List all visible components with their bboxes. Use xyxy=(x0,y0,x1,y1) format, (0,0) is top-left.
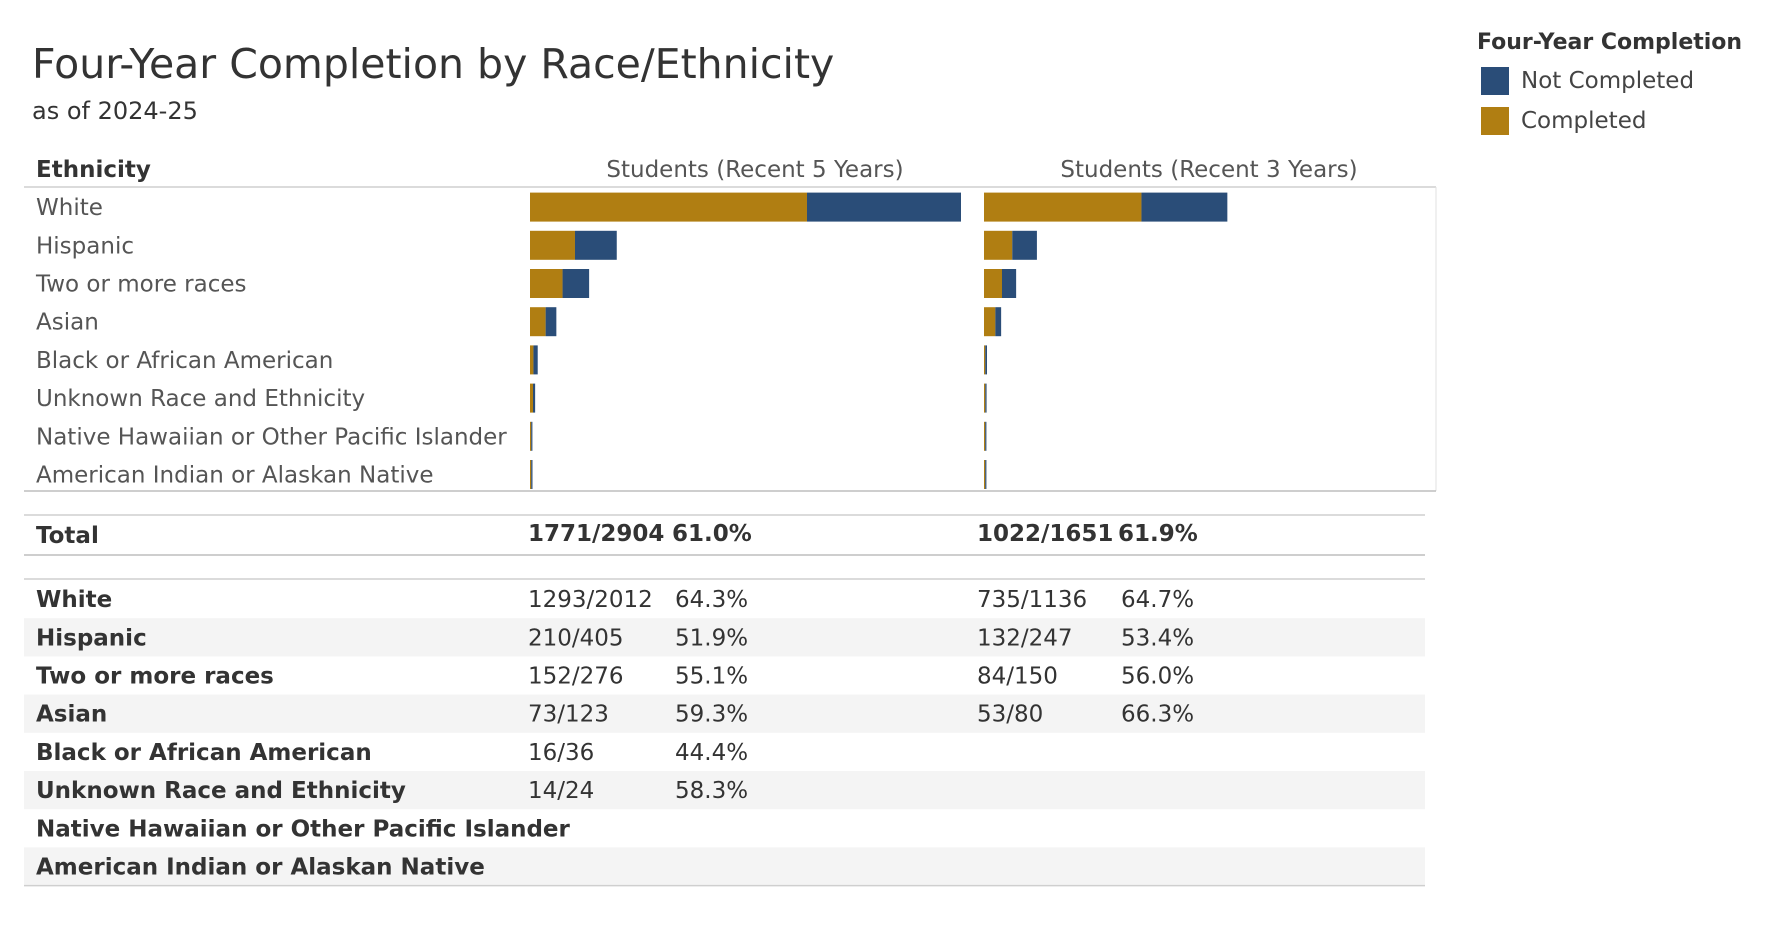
legend-label-completed: Completed xyxy=(1521,108,1647,134)
total-3yr-ratio: 1022/1651 xyxy=(977,521,1113,547)
table-5yr-ratio-hispanic: 210/405 xyxy=(528,625,624,651)
bar-3yr-asian-not-completed xyxy=(995,307,1002,337)
table-5yr-ratio-two-or-more-races: 152/276 xyxy=(528,664,624,690)
chart-title: Four-Year Completion by Race/Ethnicity xyxy=(32,40,835,88)
table-5yr-pct-black-or-african-american: 44.4% xyxy=(675,740,748,766)
legend-swatch-not-completed xyxy=(1481,67,1509,95)
table-3yr-ratio-white: 735/1136 xyxy=(977,587,1087,613)
table-row-label-black-or-african-american: Black or African American xyxy=(36,740,372,766)
total-5yr-ratio: 1771/2904 xyxy=(528,521,664,547)
table-row-label-unknown-race-and-ethnicity: Unknown Race and Ethnicity xyxy=(36,778,406,804)
bar-5yr-white-completed xyxy=(530,192,807,222)
table-row-band-unknown-race-and-ethnicity xyxy=(24,771,1425,810)
table-5yr-ratio-white: 1293/2012 xyxy=(528,587,653,613)
table-5yr-pct-two-or-more-races: 55.1% xyxy=(675,664,748,690)
row-label-two-or-more-races: Two or more races xyxy=(35,272,247,298)
table-row-band-hispanic xyxy=(24,618,1425,657)
bar-5yr-asian-completed xyxy=(530,307,546,337)
row-label-black-or-african-american: Black or African American xyxy=(36,348,333,374)
row-label-unknown-race-and-ethnicity: Unknown Race and Ethnicity xyxy=(36,386,365,412)
panel-header-5yr: Students (Recent 5 Years) xyxy=(606,157,903,183)
bar-3yr-white-not-completed xyxy=(1141,192,1228,222)
bar-5yr-unknown-race-and-ethnicity-completed xyxy=(530,383,533,413)
table-3yr-ratio-hispanic: 132/247 xyxy=(977,625,1073,651)
bar-5yr-american-indian-or-alaskan-native-completed xyxy=(530,460,532,489)
bar-5yr-hispanic-not-completed xyxy=(574,230,617,260)
bar-3yr-asian-completed xyxy=(984,307,996,337)
table-3yr-ratio-two-or-more-races: 84/150 xyxy=(977,664,1058,690)
bar-5yr-white-not-completed xyxy=(806,192,961,222)
table-row-label-american-indian-or-alaskan-native: American Indian or Alaskan Native xyxy=(36,855,485,881)
table-row-label-native-hawaiian-or-other-pacific-islander: Native Hawaiian or Other Pacific Islande… xyxy=(36,816,571,842)
bar-3yr-unknown-race-and-ethnicity-not-completed xyxy=(985,383,987,413)
bar-5yr-american-indian-or-alaskan-native-not-completed xyxy=(531,460,533,489)
table-3yr-pct-two-or-more-races: 56.0% xyxy=(1121,664,1194,690)
bar-5yr-black-or-african-american-not-completed xyxy=(533,345,538,375)
table-row-label-two-or-more-races: Two or more races xyxy=(36,664,274,690)
bar-3yr-hispanic-not-completed xyxy=(1012,230,1037,260)
bar-3yr-hispanic-completed xyxy=(984,230,1013,260)
chart-subtitle: as of 2024-25 xyxy=(32,97,198,125)
total-5yr-pct: 61.0% xyxy=(672,521,752,547)
legend-title: Four-Year Completion xyxy=(1477,30,1743,55)
bar-3yr-native-hawaiian-or-other-pacific-islander-not-completed xyxy=(985,421,987,451)
bar-3yr-two-or-more-races-completed xyxy=(984,269,1002,298)
bar-5yr-native-hawaiian-or-other-pacific-islander-not-completed xyxy=(531,421,533,451)
table-5yr-pct-asian: 59.3% xyxy=(675,702,748,728)
legend-item-not-completed[interactable]: Not Completed xyxy=(1477,61,1742,101)
table-5yr-ratio-black-or-african-american: 16/36 xyxy=(528,740,594,766)
bar-3yr-native-hawaiian-or-other-pacific-islander-completed xyxy=(984,421,986,451)
table-5yr-pct-white: 64.3% xyxy=(675,587,748,613)
table-row-label-white: White xyxy=(36,587,112,613)
legend-label-not-completed: Not Completed xyxy=(1521,68,1695,94)
legend-item-completed[interactable]: Completed xyxy=(1477,101,1742,141)
bar-5yr-black-or-african-american-completed xyxy=(530,345,534,375)
row-label-american-indian-or-alaskan-native: American Indian or Alaskan Native xyxy=(36,463,434,489)
row-label-asian: Asian xyxy=(36,310,99,336)
table-row-band-american-indian-or-alaskan-native xyxy=(24,847,1425,886)
total-label: Total xyxy=(36,523,99,549)
table-5yr-pct-unknown-race-and-ethnicity: 58.3% xyxy=(675,778,748,804)
table-3yr-pct-asian: 66.3% xyxy=(1121,702,1194,728)
bar-5yr-hispanic-completed xyxy=(530,230,575,260)
bar-3yr-american-indian-or-alaskan-native-not-completed xyxy=(985,460,987,489)
bar-5yr-unknown-race-and-ethnicity-not-completed xyxy=(532,383,536,413)
bar-3yr-white-completed xyxy=(984,192,1142,222)
total-3yr-pct: 61.9% xyxy=(1118,521,1198,547)
bar-5yr-native-hawaiian-or-other-pacific-islander-completed xyxy=(530,421,532,451)
bar-5yr-two-or-more-races-completed xyxy=(530,269,563,298)
row-label-hispanic: Hispanic xyxy=(36,233,134,259)
table-3yr-pct-hispanic: 53.4% xyxy=(1121,625,1194,651)
bar-3yr-american-indian-or-alaskan-native-completed xyxy=(984,460,986,489)
table-row-label-hispanic: Hispanic xyxy=(36,625,147,651)
panel-header-3yr: Students (Recent 3 Years) xyxy=(1060,157,1357,183)
bar-5yr-two-or-more-races-not-completed xyxy=(562,269,590,298)
bar-3yr-black-or-african-american-not-completed xyxy=(985,345,987,375)
table-3yr-ratio-asian: 53/80 xyxy=(977,702,1043,728)
legend-swatch-completed xyxy=(1481,107,1509,135)
table-5yr-pct-hispanic: 51.9% xyxy=(675,625,748,651)
table-3yr-pct-white: 64.7% xyxy=(1121,587,1194,613)
table-5yr-ratio-unknown-race-and-ethnicity: 14/24 xyxy=(528,778,594,804)
row-header: Ethnicity xyxy=(36,157,151,183)
bar-5yr-asian-not-completed xyxy=(545,307,557,337)
table-row-band-asian xyxy=(24,694,1425,733)
table-row-label-asian: Asian xyxy=(36,702,107,728)
legend: Four-Year Completion Not Completed Compl… xyxy=(1477,30,1742,141)
bar-3yr-two-or-more-races-not-completed xyxy=(1001,269,1017,298)
table-5yr-ratio-asian: 73/123 xyxy=(528,702,609,728)
row-label-white: White xyxy=(36,195,103,221)
bar-3yr-unknown-race-and-ethnicity-completed xyxy=(984,383,986,413)
row-label-native-hawaiian-or-other-pacific-islander: Native Hawaiian or Other Pacific Islande… xyxy=(36,424,507,450)
bar-3yr-black-or-african-american-completed xyxy=(984,345,986,375)
